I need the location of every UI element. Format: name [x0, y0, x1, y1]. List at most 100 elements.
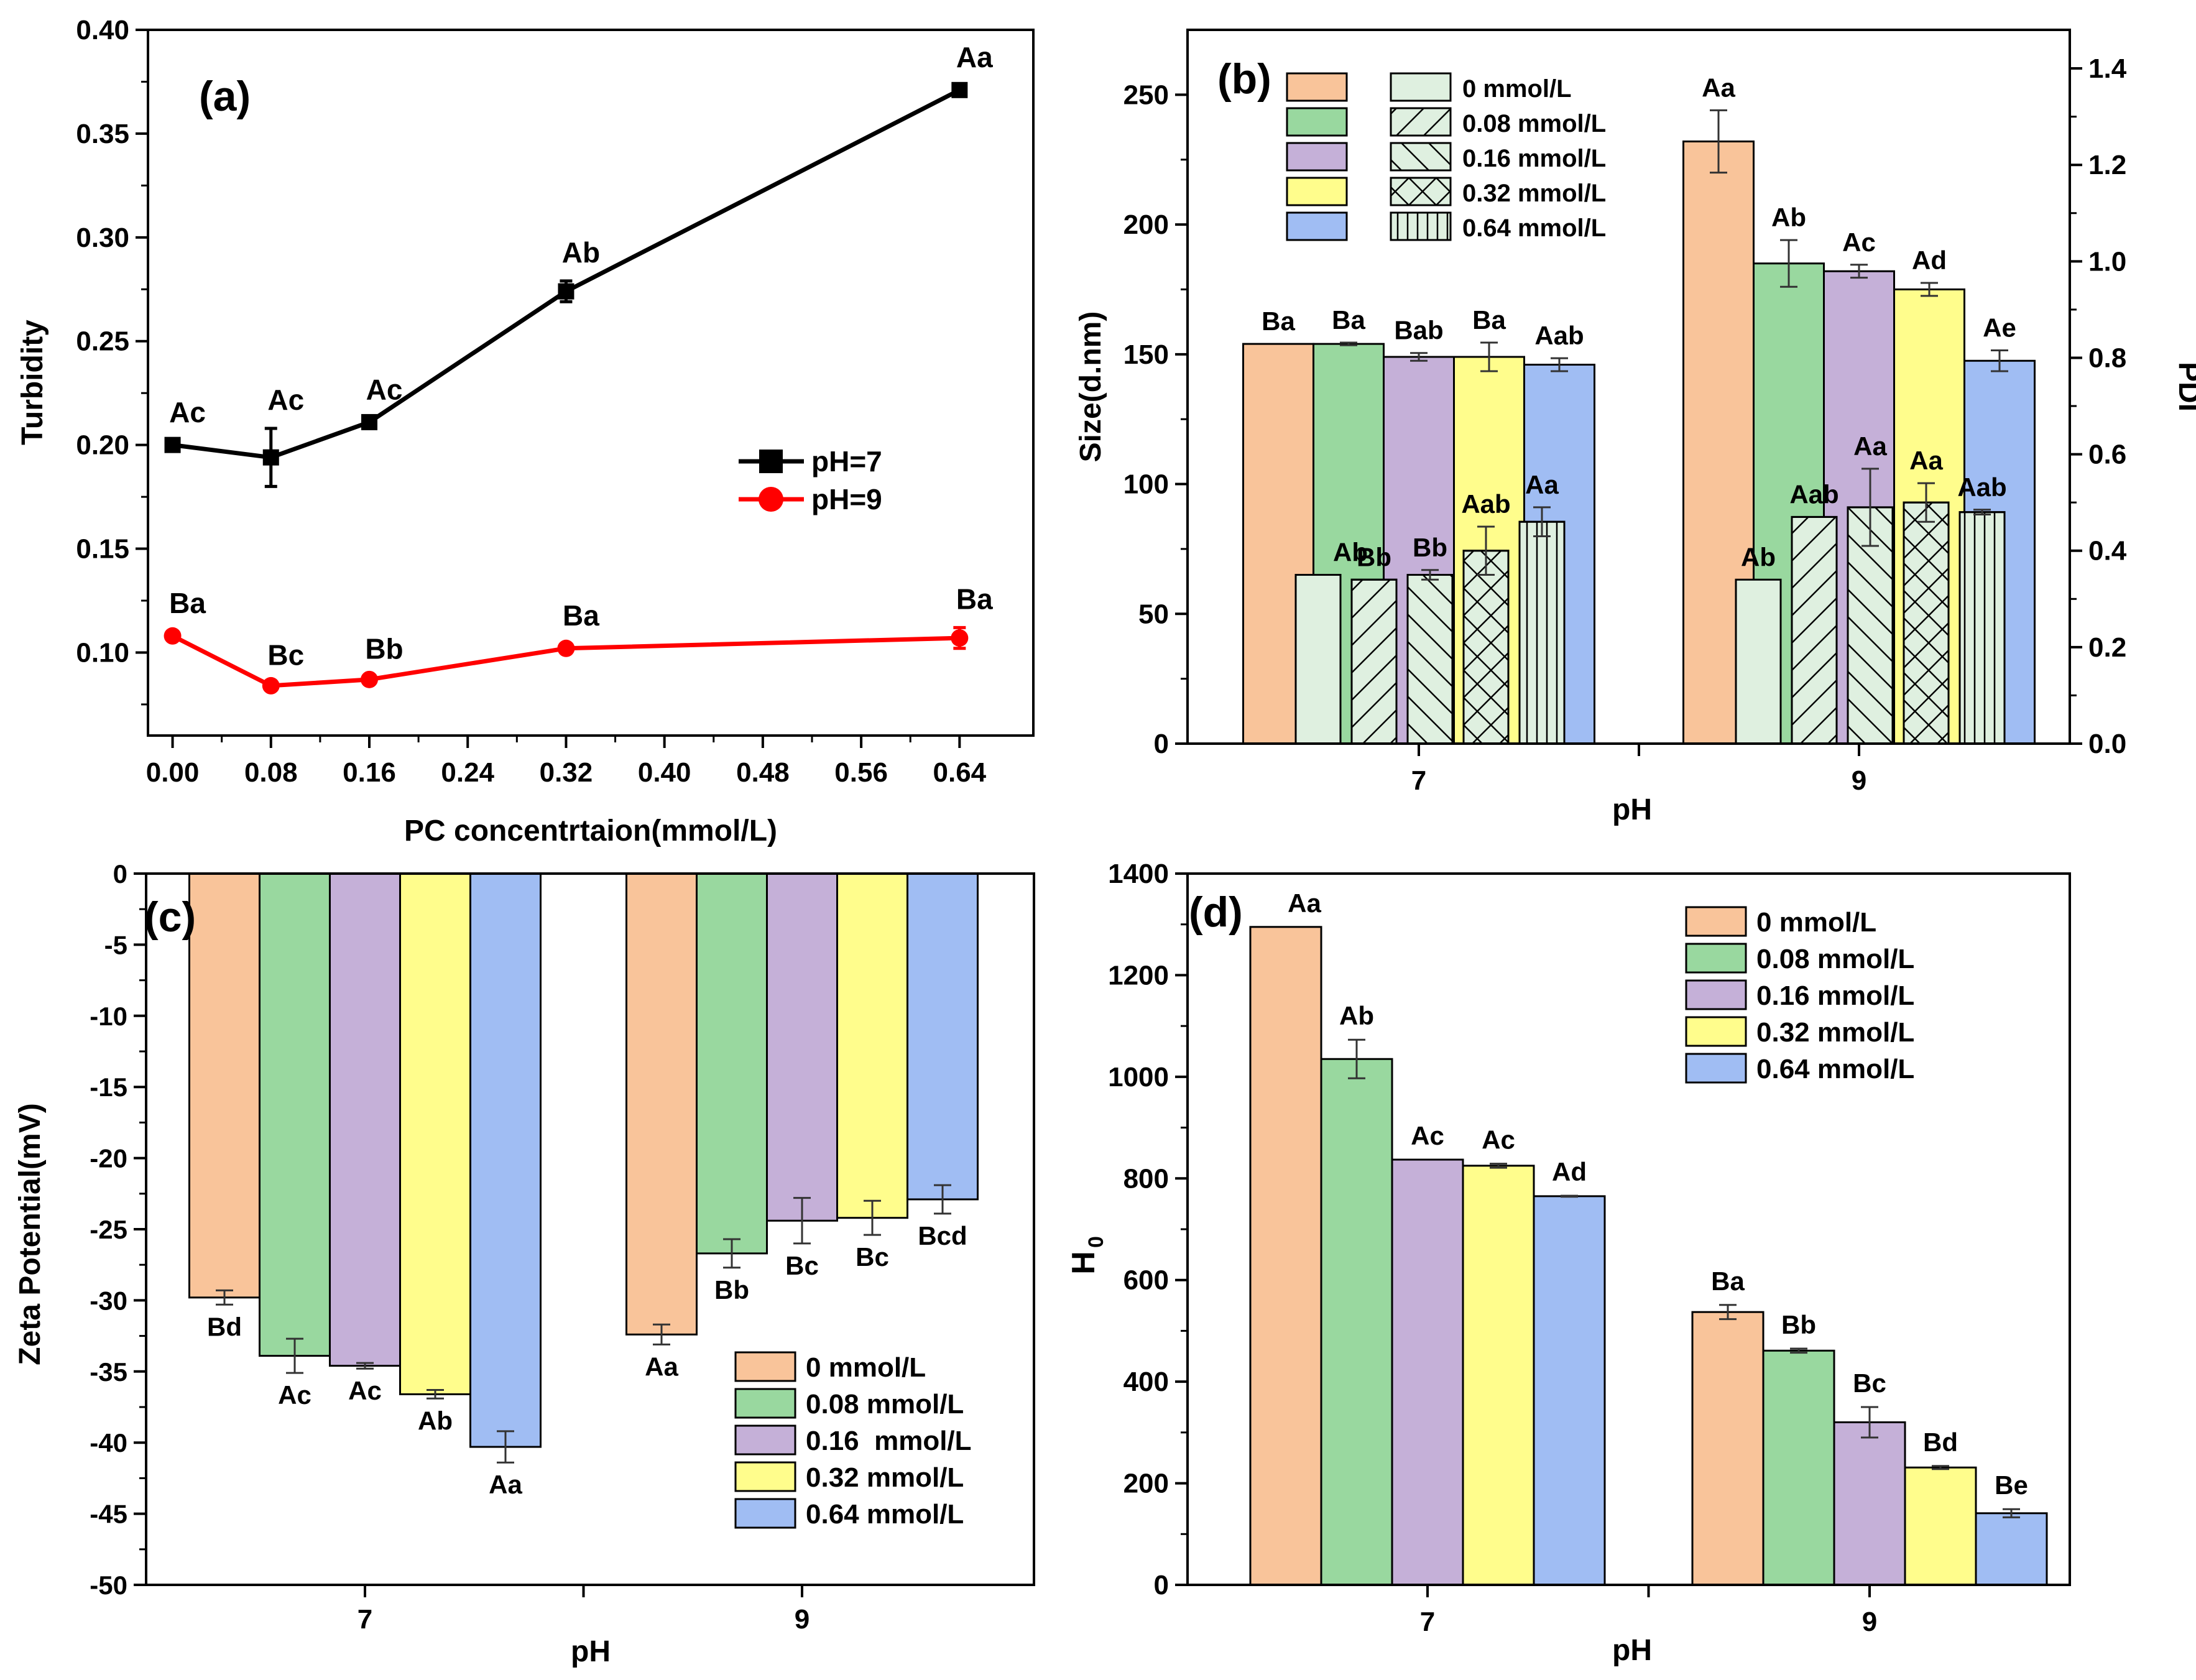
d-bar — [1975, 1512, 2048, 1586]
c-bar — [188, 872, 261, 1299]
d-legend-swatch-4 — [1685, 1053, 1747, 1084]
a-legend: pH=7 pH=9 — [739, 445, 882, 515]
b-pdi-bar — [1735, 578, 1782, 745]
c-data-label: Bc — [856, 1242, 889, 1272]
b-x-tick-label: 9 — [1852, 765, 1866, 796]
b-y2-tick-label: 0.2 — [2088, 632, 2126, 663]
b-y-tick-label: 0 — [1154, 729, 1169, 759]
c-y-tick-label: -30 — [90, 1286, 127, 1315]
c-data-label: Bd — [207, 1312, 242, 1341]
b-size-swatch-1 — [1286, 107, 1348, 137]
c-legend: 0 mmol/L 0.08 mmol/L 0.16 mmol/L 0.32 mm… — [734, 1351, 972, 1530]
a-data-label: Ba — [563, 599, 599, 632]
a-y-tick-label: 0.15 — [76, 534, 129, 565]
c-bar — [696, 872, 768, 1255]
d-data-label: Ba — [1711, 1267, 1745, 1296]
b-size-data-label: Ae — [1983, 313, 2016, 343]
b-size-data-label: Ab — [1771, 203, 1806, 232]
c-y-axis-title: Zeta Potential(mV) — [14, 1103, 47, 1365]
d-y-tick-label: 1000 — [1108, 1062, 1169, 1092]
b-pdi-data-label: Bb — [1413, 533, 1447, 562]
a-y-tick-label: 0.40 — [76, 15, 129, 45]
a-point-ph7 — [558, 283, 574, 300]
d-legend-label-2: 0.16 mmol/L — [1756, 981, 1914, 1011]
a-x-tick-label: 0.40 — [638, 757, 691, 788]
d-legend-swatch-1 — [1685, 943, 1747, 974]
d-y-axis-title-sub: 0 — [1084, 1236, 1108, 1248]
b-size-data-label: Ad — [1912, 246, 1947, 275]
d-data-label: Ab — [1339, 1001, 1374, 1030]
c-axes: 0 -5 -10 -15 -20 -25 -30 -35 -40 -45 -50 7 9 — [90, 859, 810, 1635]
a-y-tick-label: 0.10 — [76, 637, 129, 668]
d-legend-swatch-3 — [1685, 1016, 1747, 1047]
c-legend-label-2: 0.16 mmol/L — [806, 1426, 972, 1456]
c-bar — [469, 872, 542, 1448]
b-pdi-data-label: Aab — [1789, 479, 1838, 509]
d-legend-label-4: 0.64 mmol/L — [1756, 1054, 1914, 1084]
a-point-ph7 — [361, 413, 377, 430]
d-bar — [1904, 1466, 1977, 1586]
b-size-swatch-3 — [1286, 177, 1348, 206]
b-y-tick-label: 200 — [1123, 210, 1169, 240]
d-data-label: Ac — [1482, 1125, 1515, 1155]
b-pdi-bar-hatch — [1791, 515, 1838, 745]
d-legend-label-1: 0.08 mmol/L — [1756, 944, 1914, 974]
c-legend-swatch-2 — [734, 1424, 796, 1456]
b-y2-tick-label: 0.8 — [2088, 343, 2126, 373]
panel-c: Bd Aa Ac Bb Ac Bc Ab Bc Aa Bcd 0 -5 -10 -15 -20 -25 -30… — [14, 859, 1035, 1668]
a-data-label: Bb — [365, 633, 403, 665]
b-size-legend — [1286, 72, 1348, 241]
b-pdi-bar-hatch — [1518, 520, 1566, 745]
b-y-axis-title: Size(d.nm) — [1074, 312, 1107, 463]
a-y-tick-label: 0.25 — [76, 326, 129, 357]
b-pdi-data-label: Ab — [1741, 542, 1776, 571]
d-data-label: Ac — [1411, 1121, 1444, 1150]
c-legend-label-0: 0 mmol/L — [806, 1352, 926, 1383]
c-data-label: Aa — [645, 1352, 678, 1381]
a-y-tick-label: 0.20 — [76, 430, 129, 461]
a-axes: 0.00 0.08 0.16 0.24 0.32 0.40 0.48 0.56 0.64 0.10… — [76, 15, 986, 788]
c-y-tick-label: -15 — [90, 1073, 127, 1102]
d-y-tick-label: 600 — [1123, 1265, 1169, 1296]
a-x-tick-label: 0.00 — [146, 757, 200, 788]
b-pdi-bar-hatch — [1847, 506, 1894, 745]
a-x-tick-label: 0.24 — [441, 757, 494, 788]
b-y-tick-label: 100 — [1123, 469, 1169, 500]
b-y2-tick-label: 1.0 — [2088, 246, 2126, 277]
d-y-tick-label: 800 — [1123, 1163, 1169, 1194]
a-data-label: Ac — [169, 396, 206, 428]
b-legend: 0 mmol/L 0.08 mmol/L 0.16 mmol/L 0.32 mm… — [1286, 72, 1606, 242]
a-point-ph9 — [557, 639, 575, 657]
d-data-label: Aa — [1288, 888, 1321, 918]
b-size-data-label: Ba — [1262, 307, 1295, 336]
c-bar — [836, 872, 908, 1219]
c-legend-swatch-1 — [734, 1388, 796, 1419]
d-legend-label-0: 0 mmol/L — [1756, 907, 1876, 938]
b-pdi-bar-hatch — [1903, 501, 1950, 745]
d-y-tick-label: 200 — [1123, 1469, 1169, 1499]
d-bar — [1762, 1349, 1835, 1586]
d-x-tick-label: 9 — [1862, 1607, 1877, 1637]
d-bar — [1691, 1311, 1765, 1586]
d-data-label: Bb — [1781, 1310, 1816, 1339]
d-bar — [1391, 1158, 1464, 1586]
b-y2-tick-label: 0.6 — [2088, 440, 2126, 470]
b-size-data-label: Aa — [1702, 73, 1735, 102]
c-bar — [329, 872, 401, 1367]
a-data-label: Ab — [562, 236, 600, 269]
d-legend: 0 mmol/L 0.08 mmol/L 0.16 mmol/L 0.32 mm… — [1685, 906, 1914, 1084]
a-data-label: Ba — [169, 587, 206, 619]
a-legend-label-ph7: pH=7 — [811, 445, 882, 478]
b-axes: 0 50 100 150 200 250 0.0 0.2 0.4 0.6 0.8 1.0 1.2 1.4 7… — [1123, 53, 2127, 796]
d-x-axis-title: pH — [1612, 1634, 1652, 1667]
c-y-tick-label: -10 — [90, 1002, 127, 1031]
a-legend-marker-ph7 — [759, 450, 783, 473]
d-y-axis-title-main: H — [1066, 1251, 1102, 1275]
b-size-swatch-0 — [1286, 72, 1348, 102]
c-legend-label-4: 0.64 mmol/L — [806, 1499, 964, 1530]
b-y2-tick-label: 1.4 — [2088, 53, 2127, 84]
b-pdi-data-label: Bb — [1357, 542, 1391, 571]
c-bar — [399, 872, 471, 1395]
a-point-ph9 — [951, 629, 969, 647]
